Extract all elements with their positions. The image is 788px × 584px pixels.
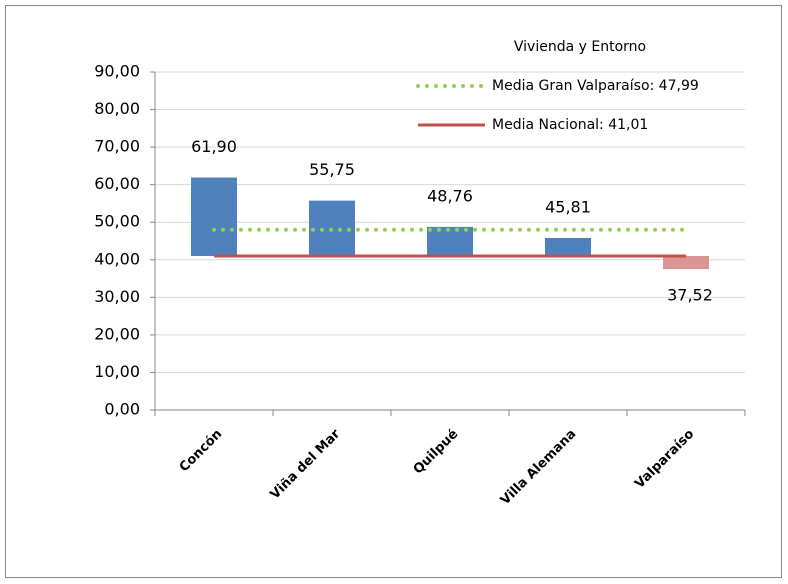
y-tick-label: 0,00	[104, 400, 140, 419]
chart-frame	[5, 5, 782, 578]
data-label: 48,76	[427, 186, 473, 205]
bar	[663, 255, 709, 270]
data-label: 61,90	[191, 137, 237, 156]
data-label: 55,75	[309, 160, 355, 179]
data-label: 45,81	[545, 197, 591, 216]
legend-title: Vivienda y Entorno	[514, 39, 646, 55]
y-tick-label: 60,00	[94, 174, 140, 193]
y-tick-label: 50,00	[94, 212, 140, 231]
y-tick-label: 90,00	[94, 62, 140, 81]
y-tick-label: 20,00	[94, 324, 140, 343]
bar	[191, 177, 237, 256]
y-tick-label: 70,00	[94, 137, 140, 156]
bar	[427, 226, 473, 256]
y-tick-label: 10,00	[94, 362, 140, 381]
y-tick-label: 30,00	[94, 287, 140, 306]
y-tick-label: 40,00	[94, 249, 140, 268]
data-label: 37,52	[667, 285, 713, 304]
y-tick-label: 80,00	[94, 99, 140, 118]
bar	[545, 237, 591, 256]
legend-label: Media Gran Valparaíso: 47,99	[492, 78, 699, 94]
legend-label: Media Nacional: 41,01	[492, 117, 648, 133]
